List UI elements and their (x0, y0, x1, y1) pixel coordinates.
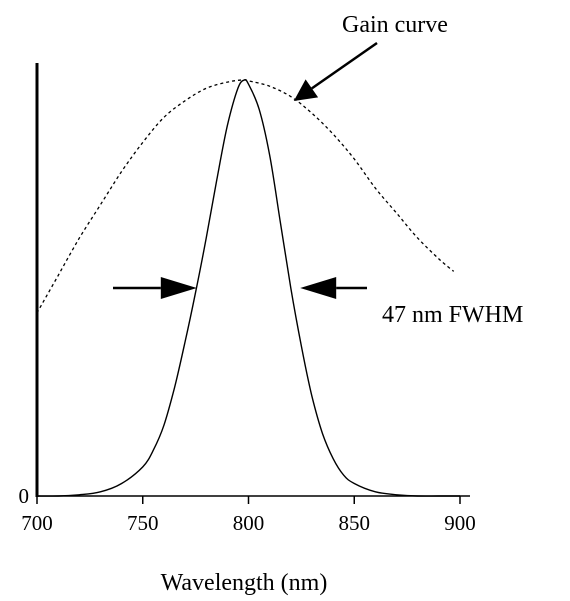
series-layer (36, 78, 460, 497)
axes (35, 63, 470, 497)
x-tick-label: 700 (21, 511, 53, 535)
gain-curve-annotation: Gain curve (342, 12, 448, 38)
gain-curve-arrow (293, 41, 378, 101)
spectrum-line (36, 78, 460, 497)
y-tick-label: 0 (19, 484, 30, 508)
fwhm-annotation: 47 nm FWHM (382, 302, 523, 328)
x-tick-label: 850 (339, 511, 371, 535)
gain-curve-line (36, 79, 455, 314)
x-tick-label: 750 (127, 511, 159, 535)
x-tick-label: 900 (444, 511, 476, 535)
x-axis-title: Wavelength (nm) (161, 570, 328, 596)
x-ticks: 700 750 800 850 900 (21, 496, 476, 535)
y-ticks: 0 (19, 484, 30, 508)
fwhm-right-arrow (300, 277, 367, 299)
x-tick-label: 800 (233, 511, 265, 535)
annotations: Gain curve 47 nm FWHM (113, 12, 523, 328)
fwhm-left-arrow (113, 277, 197, 299)
